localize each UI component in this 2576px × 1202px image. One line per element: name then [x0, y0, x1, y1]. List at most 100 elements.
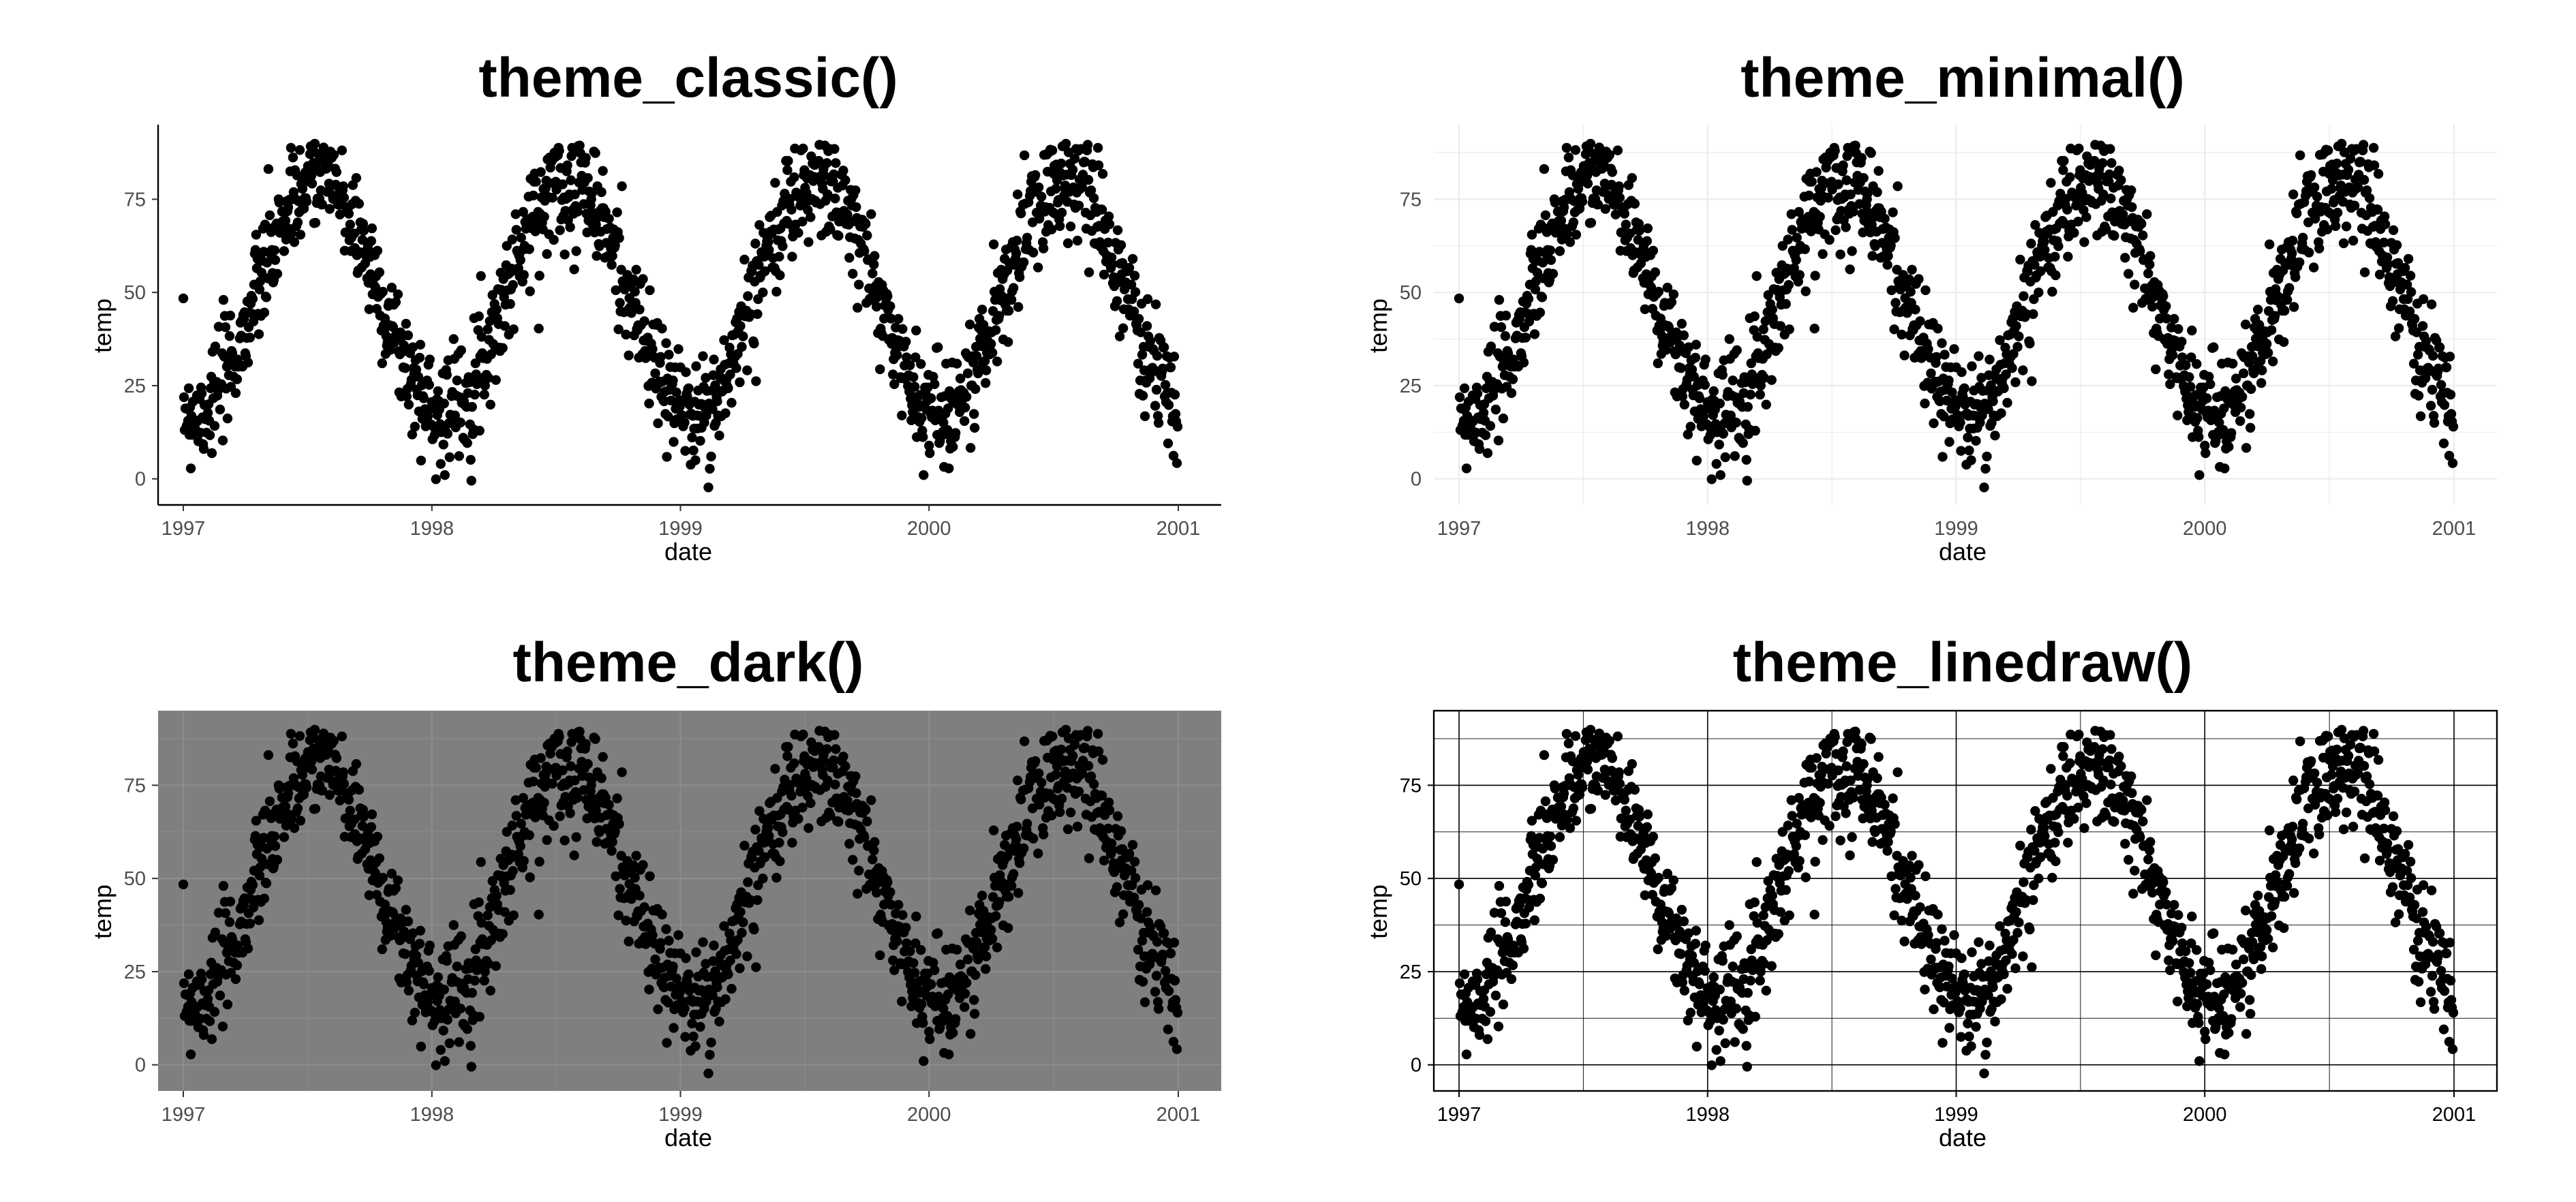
- data-point: [1563, 738, 1574, 749]
- data-point: [1741, 454, 1751, 465]
- data-point: [819, 756, 829, 767]
- data-point: [617, 181, 627, 191]
- data-point: [367, 223, 377, 234]
- data-point: [1051, 183, 1061, 194]
- data-point: [1561, 728, 1572, 739]
- data-point: [669, 437, 679, 447]
- data-point: [554, 732, 564, 742]
- data-point: [183, 383, 194, 393]
- data-point: [1088, 193, 1099, 203]
- data-point: [571, 246, 581, 256]
- data-point: [1092, 142, 1103, 153]
- data-point: [438, 1026, 448, 1036]
- data-point: [1730, 1037, 1740, 1047]
- data-point: [2106, 194, 2116, 204]
- data-point: [2237, 392, 2248, 402]
- data-point: [870, 837, 880, 847]
- data-point: [497, 929, 508, 939]
- data-point: [2118, 209, 2128, 219]
- data-point: [962, 978, 972, 988]
- data-point: [2447, 458, 2458, 468]
- data-point: [1777, 241, 1788, 251]
- data-point: [2310, 182, 2320, 193]
- data-point: [1472, 388, 1483, 399]
- data-point: [1160, 380, 1171, 390]
- data-point: [1759, 373, 1769, 383]
- data-point: [1524, 316, 1535, 326]
- data-point: [624, 350, 634, 360]
- data-point: [875, 950, 885, 961]
- data-point: [2007, 363, 2017, 373]
- data-point: [328, 150, 339, 160]
- data-point: [938, 1003, 949, 1014]
- data-point: [789, 758, 799, 769]
- data-point: [687, 432, 697, 443]
- data-point: [1571, 230, 1582, 240]
- data-point: [1926, 368, 1936, 379]
- data-point: [1157, 949, 1168, 960]
- data-point: [911, 911, 921, 922]
- data-point: [2438, 438, 2449, 448]
- data-point: [687, 1018, 697, 1029]
- data-point: [1718, 1015, 1728, 1025]
- data-point: [1974, 351, 1984, 361]
- data-point: [465, 454, 476, 465]
- data-point: [705, 1049, 715, 1060]
- data-point: [1743, 401, 1753, 412]
- data-point: [1766, 961, 1777, 971]
- data-point: [2158, 291, 2168, 301]
- data-point: [1118, 323, 1129, 333]
- data-point: [737, 341, 747, 352]
- data-point: [1545, 831, 1556, 842]
- data-point: [566, 737, 577, 748]
- data-point: [825, 224, 835, 234]
- data-point: [2106, 158, 2117, 168]
- data-point: [830, 780, 840, 790]
- data-point: [782, 165, 793, 175]
- data-point: [485, 399, 495, 410]
- data-point: [945, 972, 955, 983]
- y-axis-title: temp: [89, 884, 117, 939]
- data-point: [1139, 997, 1150, 1008]
- data-point: [491, 961, 501, 971]
- data-point: [309, 724, 320, 735]
- data-point: [2173, 324, 2183, 334]
- data-point: [1738, 438, 1748, 448]
- data-point: [866, 209, 876, 219]
- data-point: [2205, 379, 2215, 389]
- data-point: [572, 206, 583, 217]
- x-tick-label: 1999: [1934, 518, 1978, 540]
- data-point: [886, 313, 896, 324]
- data-point: [2116, 175, 2126, 185]
- data-point: [981, 964, 991, 974]
- data-point: [2145, 259, 2155, 270]
- data-point: [1019, 257, 1029, 268]
- data-point: [2053, 241, 2064, 251]
- data-point: [1097, 169, 1108, 179]
- data-point: [1124, 262, 1135, 273]
- data-point: [1689, 371, 1699, 382]
- data-point: [1163, 1024, 1174, 1034]
- data-point: [1633, 820, 1643, 831]
- data-point: [306, 756, 317, 767]
- data-point: [247, 294, 258, 304]
- data-point: [928, 957, 938, 968]
- data-point: [1593, 199, 1603, 210]
- data-point: [1679, 985, 1689, 996]
- data-point: [942, 425, 953, 435]
- data-point: [230, 974, 241, 985]
- data-point: [742, 365, 752, 375]
- data-point: [1835, 249, 1845, 260]
- data-point: [485, 985, 495, 996]
- data-point: [2254, 320, 2265, 330]
- data-point: [1915, 316, 1925, 326]
- data-point: [413, 371, 423, 382]
- data-point: [2331, 221, 2341, 231]
- data-point: [1069, 153, 1080, 164]
- data-point: [335, 795, 345, 806]
- data-point: [1152, 351, 1163, 361]
- data-point: [690, 1041, 701, 1051]
- data-point: [2406, 287, 2417, 297]
- data-point: [456, 345, 466, 356]
- data-point: [1823, 193, 1833, 203]
